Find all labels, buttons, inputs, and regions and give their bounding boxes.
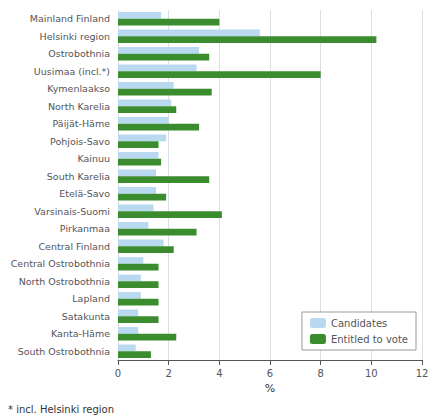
svg-text:12: 12 — [416, 368, 429, 379]
svg-text:Candidates: Candidates — [331, 318, 387, 329]
svg-text:Etelä-Savo: Etelä-Savo — [59, 188, 110, 199]
svg-text:4: 4 — [216, 368, 222, 379]
svg-text:Satakunta: Satakunta — [62, 311, 110, 322]
svg-text:Helsinki region: Helsinki region — [40, 31, 110, 42]
svg-text:North Karelia: North Karelia — [48, 101, 110, 112]
svg-text:Central Ostrobothnia: Central Ostrobothnia — [11, 258, 110, 269]
svg-text:Pirkanmaa: Pirkanmaa — [60, 223, 110, 234]
svg-text:8: 8 — [317, 368, 323, 379]
svg-text:Central Finland: Central Finland — [38, 241, 110, 252]
svg-text:Lapland: Lapland — [72, 293, 110, 304]
svg-text:South Ostrobothnia: South Ostrobothnia — [18, 346, 110, 357]
svg-text:6: 6 — [267, 368, 273, 379]
svg-text:10: 10 — [365, 368, 378, 379]
svg-text:Kymenlaakso: Kymenlaakso — [47, 83, 110, 94]
svg-text:2: 2 — [165, 368, 171, 379]
svg-text:Uusimaa (incl.*): Uusimaa (incl.*) — [34, 66, 110, 77]
svg-text:* incl. Helsinki region: * incl. Helsinki region — [8, 404, 114, 415]
svg-text:North Ostrobothnia: North Ostrobothnia — [19, 276, 110, 287]
svg-text:South Karelia: South Karelia — [47, 171, 110, 182]
svg-text:%: % — [265, 382, 275, 395]
svg-text:Kainuu: Kainuu — [77, 153, 110, 164]
svg-text:Kanta-Häme: Kanta-Häme — [51, 328, 110, 339]
svg-text:Ostrobothnia: Ostrobothnia — [48, 48, 110, 59]
svg-text:Pohjois-Savo: Pohjois-Savo — [50, 136, 110, 147]
svg-text:Päijät-Häme: Päijät-Häme — [53, 118, 111, 129]
svg-text:Varsinais-Suomi: Varsinais-Suomi — [34, 206, 110, 217]
svg-text:Mainland Finland: Mainland Finland — [30, 13, 110, 24]
svg-text:Entitled to vote: Entitled to vote — [331, 334, 408, 345]
svg-text:0: 0 — [115, 368, 121, 379]
